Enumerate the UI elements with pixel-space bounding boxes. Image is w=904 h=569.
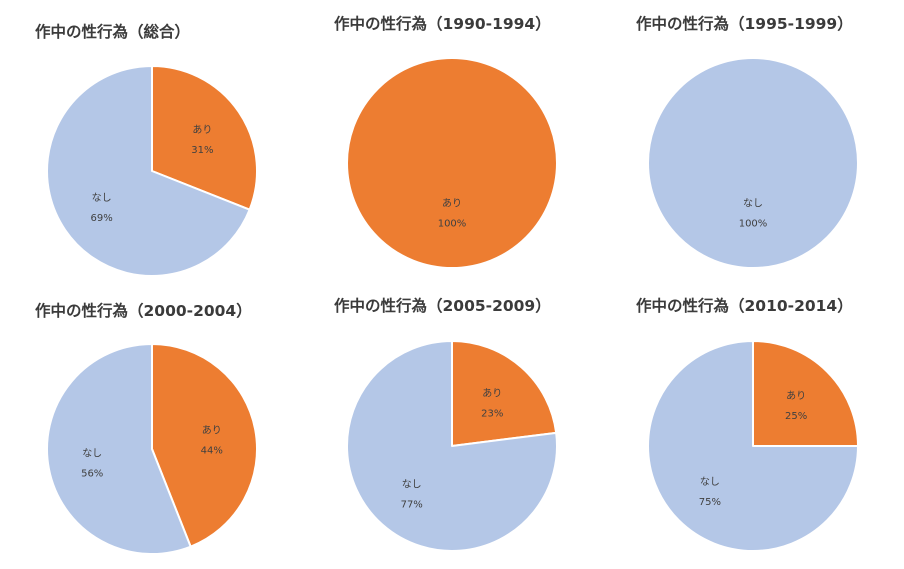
pie-slice-nashi bbox=[346, 340, 558, 552]
pie-slice-ari bbox=[151, 343, 258, 548]
slice-label-ari: あり bbox=[786, 390, 806, 402]
slice-percent-ari: 31% bbox=[191, 145, 213, 156]
pie-slice-nashi bbox=[46, 343, 192, 555]
pie-chart-6: 作中の性行為（2010-2014） あり 25% なし 75% bbox=[636, 296, 859, 552]
pie-chart-1: 作中の性行為（総合） あり 31% なし 69% bbox=[35, 22, 258, 277]
pie-slice-ari bbox=[151, 65, 258, 211]
slice-percent-nashi: 100% bbox=[739, 218, 768, 229]
slice-label-ari: あり bbox=[202, 425, 222, 437]
slice-percent-ari: 44% bbox=[201, 446, 223, 457]
slice-label-ari: あり bbox=[442, 197, 462, 209]
chart-title: 作中の性行為（総合） bbox=[35, 22, 190, 41]
slice-percent-ari: 100% bbox=[438, 218, 467, 229]
slice-percent-nashi: 77% bbox=[401, 500, 423, 511]
slice-label-nashi: なし bbox=[743, 197, 763, 209]
slice-label-nashi: なし bbox=[82, 447, 102, 459]
pie-chart-5: 作中の性行為（2005-2009） あり 23% なし 77% bbox=[334, 296, 558, 552]
slice-label-ari: あり bbox=[482, 387, 502, 399]
chart-title: 作中の性行為（1995-1999） bbox=[636, 14, 853, 33]
pie-slice-ari bbox=[752, 340, 859, 447]
slice-percent-nashi: 75% bbox=[699, 497, 721, 508]
pie-chart-4: 作中の性行為（2000-2004） あり 44% なし 56% bbox=[35, 301, 258, 555]
pie-slice-nashi bbox=[647, 340, 859, 552]
slice-percent-ari: 23% bbox=[481, 408, 503, 419]
slice-label-ari: あり bbox=[192, 124, 212, 136]
slice-label-nashi: なし bbox=[402, 479, 422, 491]
pie-slice-ari bbox=[346, 57, 558, 269]
slice-percent-nashi: 69% bbox=[90, 213, 112, 224]
pie-slice-nashi bbox=[647, 57, 859, 269]
slice-percent-ari: 25% bbox=[785, 411, 807, 422]
pie-slice-ari bbox=[451, 340, 558, 447]
slice-label-nashi: なし bbox=[700, 476, 720, 488]
slice-label-nashi: なし bbox=[92, 192, 112, 204]
slice-percent-nashi: 56% bbox=[81, 468, 103, 479]
chart-title: 作中の性行為（2005-2009） bbox=[334, 296, 551, 315]
chart-title: 作中の性行為（2010-2014） bbox=[636, 296, 853, 315]
pie-slice-nashi bbox=[46, 65, 251, 277]
chart-title: 作中の性行為（1990-1994） bbox=[334, 14, 551, 33]
chart-title: 作中の性行為（2000-2004） bbox=[35, 301, 252, 320]
